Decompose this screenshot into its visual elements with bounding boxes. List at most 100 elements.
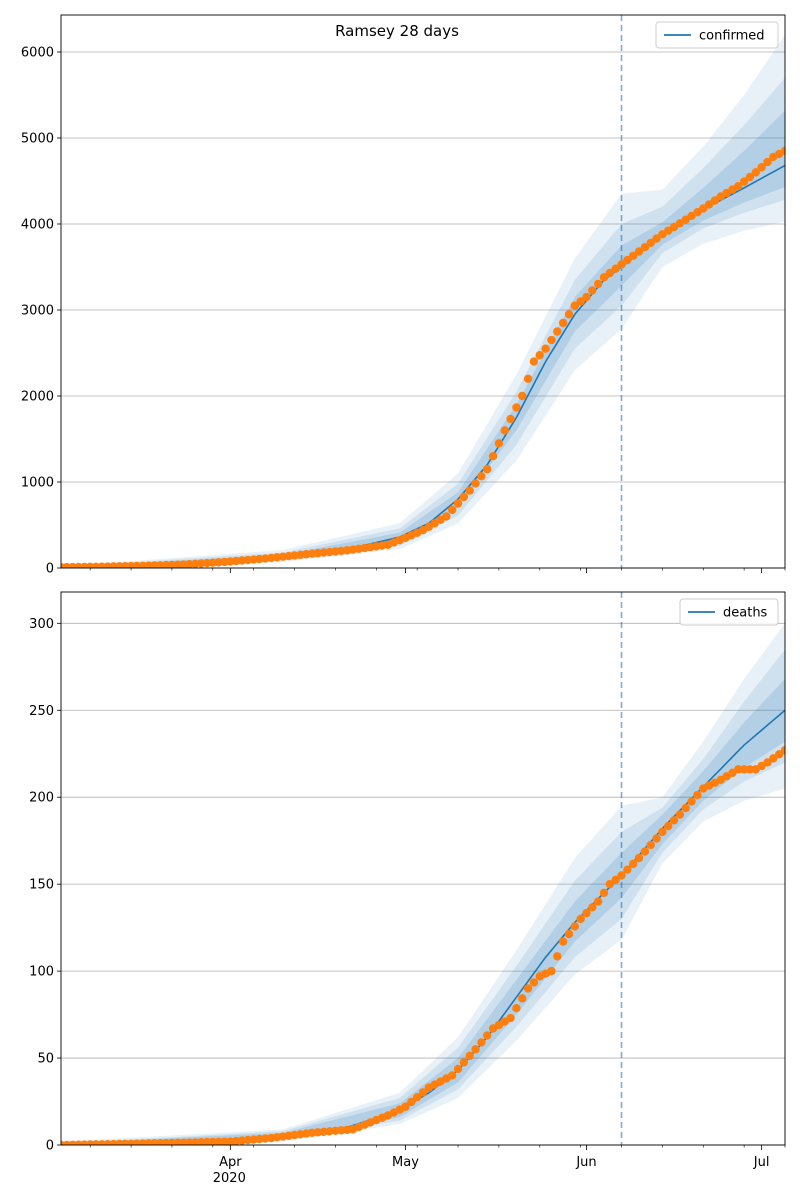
observed-point (465, 1051, 474, 1061)
observed-point (570, 922, 580, 931)
observed-point (547, 966, 556, 976)
x-tick-label: Jul (753, 1155, 770, 1170)
observed-point (582, 908, 591, 918)
observed-point (628, 859, 638, 869)
observed-point (570, 301, 580, 310)
observed-point (780, 746, 785, 755)
x-tick-label: Apr (219, 1155, 242, 1170)
observed-point (564, 310, 574, 319)
observed-point (518, 391, 527, 401)
observed-point (477, 1038, 486, 1047)
y-tick-label: 2000 (21, 389, 54, 404)
observed-point (500, 426, 509, 435)
observed-point (652, 234, 661, 243)
observed-point (611, 875, 620, 885)
observed-point (541, 344, 550, 353)
observed-point (757, 163, 766, 172)
observed-point (646, 238, 655, 248)
legend: confirmed (655, 21, 779, 49)
observed-point (617, 260, 626, 269)
observed-point (453, 499, 463, 508)
observed-point (512, 403, 521, 412)
y-tick-label: 4000 (21, 217, 54, 232)
y-tick-label: 200 (29, 791, 54, 806)
observed-point (734, 181, 743, 191)
observed-point (506, 414, 515, 424)
observed-point (751, 168, 761, 177)
observed-point (763, 157, 772, 167)
y-tick-label: 3000 (21, 303, 54, 318)
y-tick-label: 250 (29, 704, 54, 719)
x-tick-label: May (392, 1155, 419, 1170)
y-tick-label: 1000 (21, 475, 54, 490)
observed-point (646, 840, 655, 850)
observed-point (512, 1003, 521, 1013)
observed-point (471, 1045, 480, 1054)
observed-point (471, 479, 480, 488)
observed-point (553, 327, 562, 336)
observed-point (693, 790, 702, 800)
observed-point (623, 255, 632, 265)
legend-label: confirmed (699, 29, 765, 44)
observed-point (558, 937, 568, 946)
observed-point (745, 765, 755, 774)
observed-point (553, 952, 562, 961)
y-tick-label: 0 (46, 1139, 54, 1154)
observed-point (611, 264, 620, 273)
observed-point (535, 350, 544, 360)
observed-point (774, 750, 784, 759)
observed-point (664, 821, 673, 831)
observed-point (459, 1058, 469, 1067)
observed-point (675, 810, 685, 819)
observed-point (687, 797, 696, 806)
observed-point (407, 1097, 416, 1107)
observed-point (763, 758, 772, 767)
y-tick-label: 5000 (21, 131, 54, 146)
observed-point (518, 994, 527, 1003)
y-tick-label: 150 (29, 878, 54, 893)
observed-point (605, 879, 615, 889)
legend-box (679, 598, 779, 626)
observed-point (418, 1088, 428, 1097)
axes-frame (60, 591, 786, 1146)
observed-point (483, 464, 492, 474)
observed-point (681, 803, 690, 813)
observed-point (617, 871, 626, 880)
observed-point (547, 335, 556, 345)
observed-point (593, 279, 603, 289)
observed-point (564, 929, 574, 939)
observed-point (576, 914, 585, 924)
observed-point (780, 146, 785, 156)
y-tick-label: 6000 (21, 45, 54, 60)
observed-point (447, 505, 457, 515)
observed-point (442, 512, 451, 521)
observed-point (739, 765, 749, 774)
observed-point (401, 1102, 410, 1111)
y-tick-label: 100 (29, 965, 54, 980)
observed-point (623, 865, 632, 874)
observed-point (658, 827, 667, 837)
uncertainty-band (61, 34, 785, 568)
x-tick-label: Jun (575, 1155, 596, 1170)
observed-point (576, 297, 585, 306)
y-tick-label: 50 (37, 1052, 54, 1067)
observed-point (523, 374, 533, 383)
observed-point (599, 888, 609, 898)
observed-point (652, 834, 661, 843)
observed-point (739, 177, 749, 186)
observed-point (582, 292, 591, 302)
y-tick-label: 0 (46, 562, 54, 577)
observed-point (477, 472, 486, 481)
legend: deaths (679, 598, 779, 626)
observed-point (453, 1064, 463, 1074)
axes-frame (60, 14, 786, 569)
x-tick-year-label: 2020 (213, 1171, 246, 1186)
observed-point (483, 1031, 492, 1040)
observed-point (529, 357, 539, 366)
observed-point (529, 978, 539, 987)
uncertainty-band (61, 77, 785, 568)
observed-point (769, 754, 778, 763)
chart-title: Ramsey 28 days (335, 22, 459, 40)
observed-point (628, 251, 638, 261)
observed-point (488, 451, 498, 461)
